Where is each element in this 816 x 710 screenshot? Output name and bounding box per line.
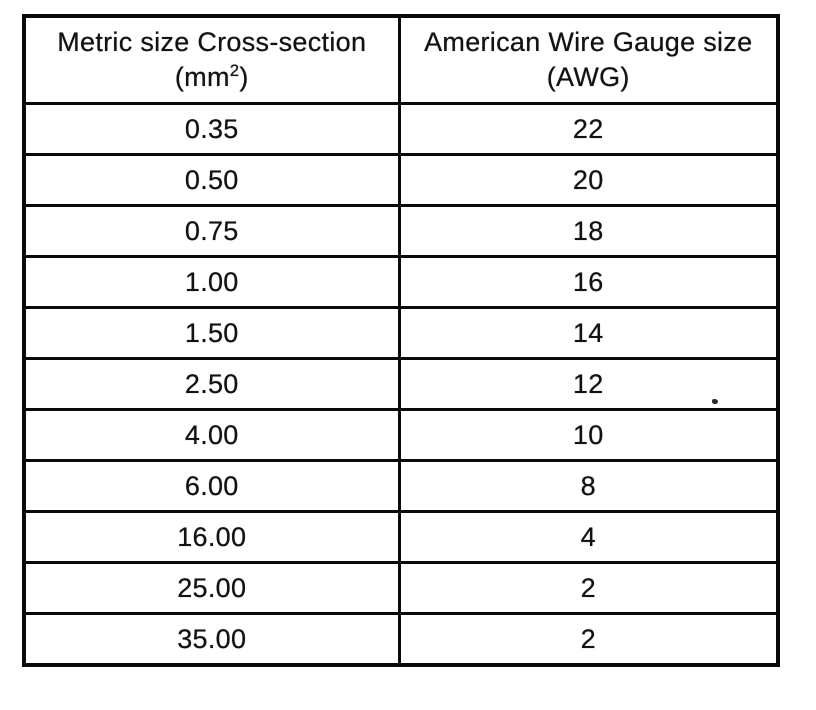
awg-cell: 20	[397, 153, 780, 207]
table-header-row: Metric size Cross-section (mm2) American…	[22, 14, 780, 105]
table-row: 2.50 12	[22, 357, 780, 411]
mm-squared-superscript: 2	[229, 61, 240, 80]
awg-size-header-unit: (AWG)	[546, 62, 630, 92]
awg-cell: 22	[397, 102, 780, 156]
awg-cell: 8	[397, 459, 780, 513]
metric-cell: 4.00	[22, 408, 401, 462]
awg-cell: 4	[397, 510, 780, 564]
table-row: 6.00 8	[22, 459, 780, 513]
awg-cell: 16	[397, 255, 780, 309]
metric-size-header: Metric size Cross-section (mm2)	[22, 14, 401, 105]
awg-cell: 12	[397, 357, 780, 411]
table-row: 0.50 20	[22, 153, 780, 207]
awg-cell: 2	[397, 561, 780, 615]
metric-size-header-title: Metric size Cross-section	[57, 27, 367, 57]
metric-cell: 1.50	[22, 306, 401, 360]
table-row: 0.35 22	[22, 102, 780, 156]
table-row: 1.50 14	[22, 306, 780, 360]
awg-size-header-title: American Wire Gauge size	[424, 27, 753, 57]
scan-speck-artifact	[712, 399, 718, 404]
table-row: 35.00 2	[22, 612, 780, 667]
metric-cell: 0.50	[22, 153, 401, 207]
metric-cell: 16.00	[22, 510, 401, 564]
awg-size-header: American Wire Gauge size (AWG)	[397, 14, 780, 105]
awg-cell: 18	[397, 204, 780, 258]
metric-cell: 25.00	[22, 561, 401, 615]
metric-cell: 35.00	[22, 612, 401, 667]
table-row: 16.00 4	[22, 510, 780, 564]
metric-size-header-unit: (mm2)	[174, 61, 249, 92]
metric-cell: 0.35	[22, 102, 401, 156]
table-row: 0.75 18	[22, 204, 780, 258]
awg-cell: 10	[397, 408, 780, 462]
metric-awg-conversion-table: Metric size Cross-section (mm2) American…	[22, 14, 780, 667]
metric-cell: 1.00	[22, 255, 401, 309]
table-row: 25.00 2	[22, 561, 780, 615]
awg-cell: 2	[397, 612, 780, 667]
metric-cell: 0.75	[22, 204, 401, 258]
awg-cell: 14	[397, 306, 780, 360]
table-row: 4.00 10	[22, 408, 780, 462]
table-row: 1.00 16	[22, 255, 780, 309]
metric-cell: 6.00	[22, 459, 401, 513]
metric-cell: 2.50	[22, 357, 401, 411]
